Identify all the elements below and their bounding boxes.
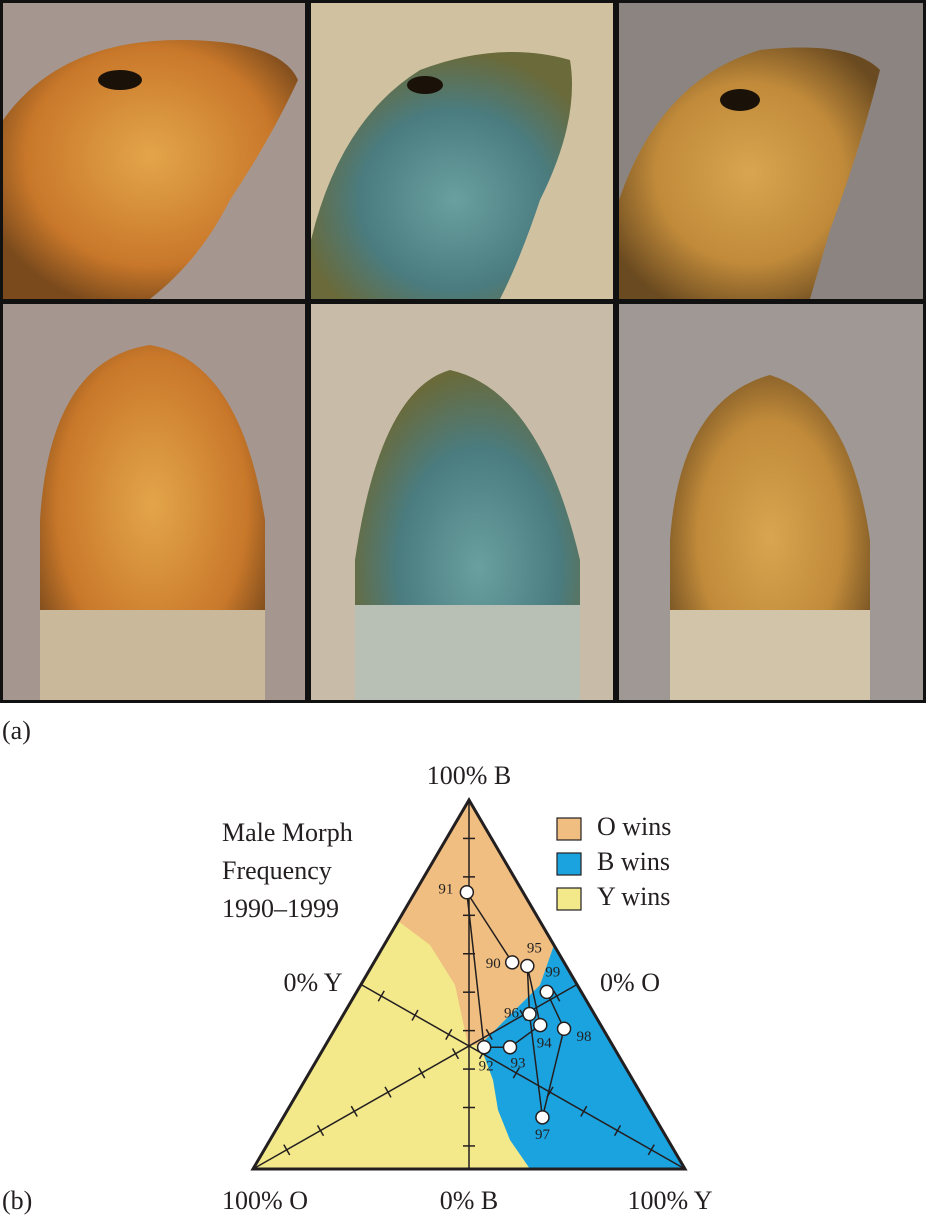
data-point xyxy=(520,958,535,974)
axis-tick xyxy=(377,990,385,1002)
axis-tick xyxy=(418,1067,426,1079)
point-label: 94 xyxy=(537,1036,553,1052)
chart-title: Frequency xyxy=(222,856,332,885)
axis-tick xyxy=(613,1124,622,1137)
data-point xyxy=(533,1017,548,1033)
panel-label: (b) xyxy=(2,1186,32,1215)
axis-tick xyxy=(580,1105,588,1117)
panel-label: (a) xyxy=(2,716,31,745)
ternary-plot xyxy=(250,797,688,1171)
point-label: 97 xyxy=(535,1127,551,1143)
legend: O wins B wins Y wins xyxy=(556,812,671,911)
axis-tick xyxy=(647,1144,655,1156)
data-point xyxy=(502,1039,518,1055)
point-label: 91 xyxy=(438,882,453,898)
trajectory-line xyxy=(466,891,565,1118)
axis-tick xyxy=(553,990,561,1002)
side-label: 0% Y xyxy=(284,968,343,997)
legend-swatch xyxy=(556,852,582,876)
point-label: 90 xyxy=(486,956,501,972)
axis-tick xyxy=(316,1124,325,1137)
axis-tick xyxy=(411,1009,419,1021)
chart-title: 1990–1999 xyxy=(222,894,339,923)
legend-label: O wins xyxy=(597,812,671,841)
legend-label: B wins xyxy=(597,847,670,876)
legend-swatch xyxy=(556,817,582,841)
data-point xyxy=(556,1021,572,1037)
vertex-label: 100% B xyxy=(427,761,512,790)
side-label: 0% B xyxy=(440,1186,499,1215)
chart-title: Male Morph xyxy=(222,818,353,847)
point-label: 93 xyxy=(511,1056,526,1072)
data-point xyxy=(459,885,475,900)
b-region xyxy=(480,945,685,1169)
vertex-label: 100% Y xyxy=(628,1186,713,1215)
point-label: 99 xyxy=(545,964,560,980)
point-label: 98 xyxy=(577,1029,592,1045)
axis-tick xyxy=(283,1144,291,1156)
trajectory: 90 91 92 93 94 95 96 97 98 99 xyxy=(438,882,591,1143)
axis-tick xyxy=(384,1086,392,1098)
axis-tick xyxy=(485,1028,493,1041)
data-point xyxy=(504,955,520,970)
axis-tick xyxy=(445,1028,453,1041)
axis-tick xyxy=(451,1048,460,1060)
triangle-outline xyxy=(250,797,688,1171)
axis-tick xyxy=(512,1067,520,1079)
medians xyxy=(252,800,686,1170)
data-point xyxy=(476,1039,492,1055)
photo-panel xyxy=(0,0,926,703)
o-region xyxy=(398,800,554,1045)
point-label: 95 xyxy=(527,940,542,956)
point-label: 96 xyxy=(504,1005,520,1021)
axis-tick xyxy=(350,1105,358,1117)
data-point xyxy=(539,984,555,1000)
side-label: 0% O xyxy=(600,968,660,997)
data-point xyxy=(522,1006,537,1022)
legend-label: Y wins xyxy=(597,882,670,911)
point-label: 92 xyxy=(479,1059,494,1075)
data-point xyxy=(535,1110,550,1125)
legend-swatch xyxy=(556,887,582,911)
vertex-label: 100% O xyxy=(222,1186,308,1215)
